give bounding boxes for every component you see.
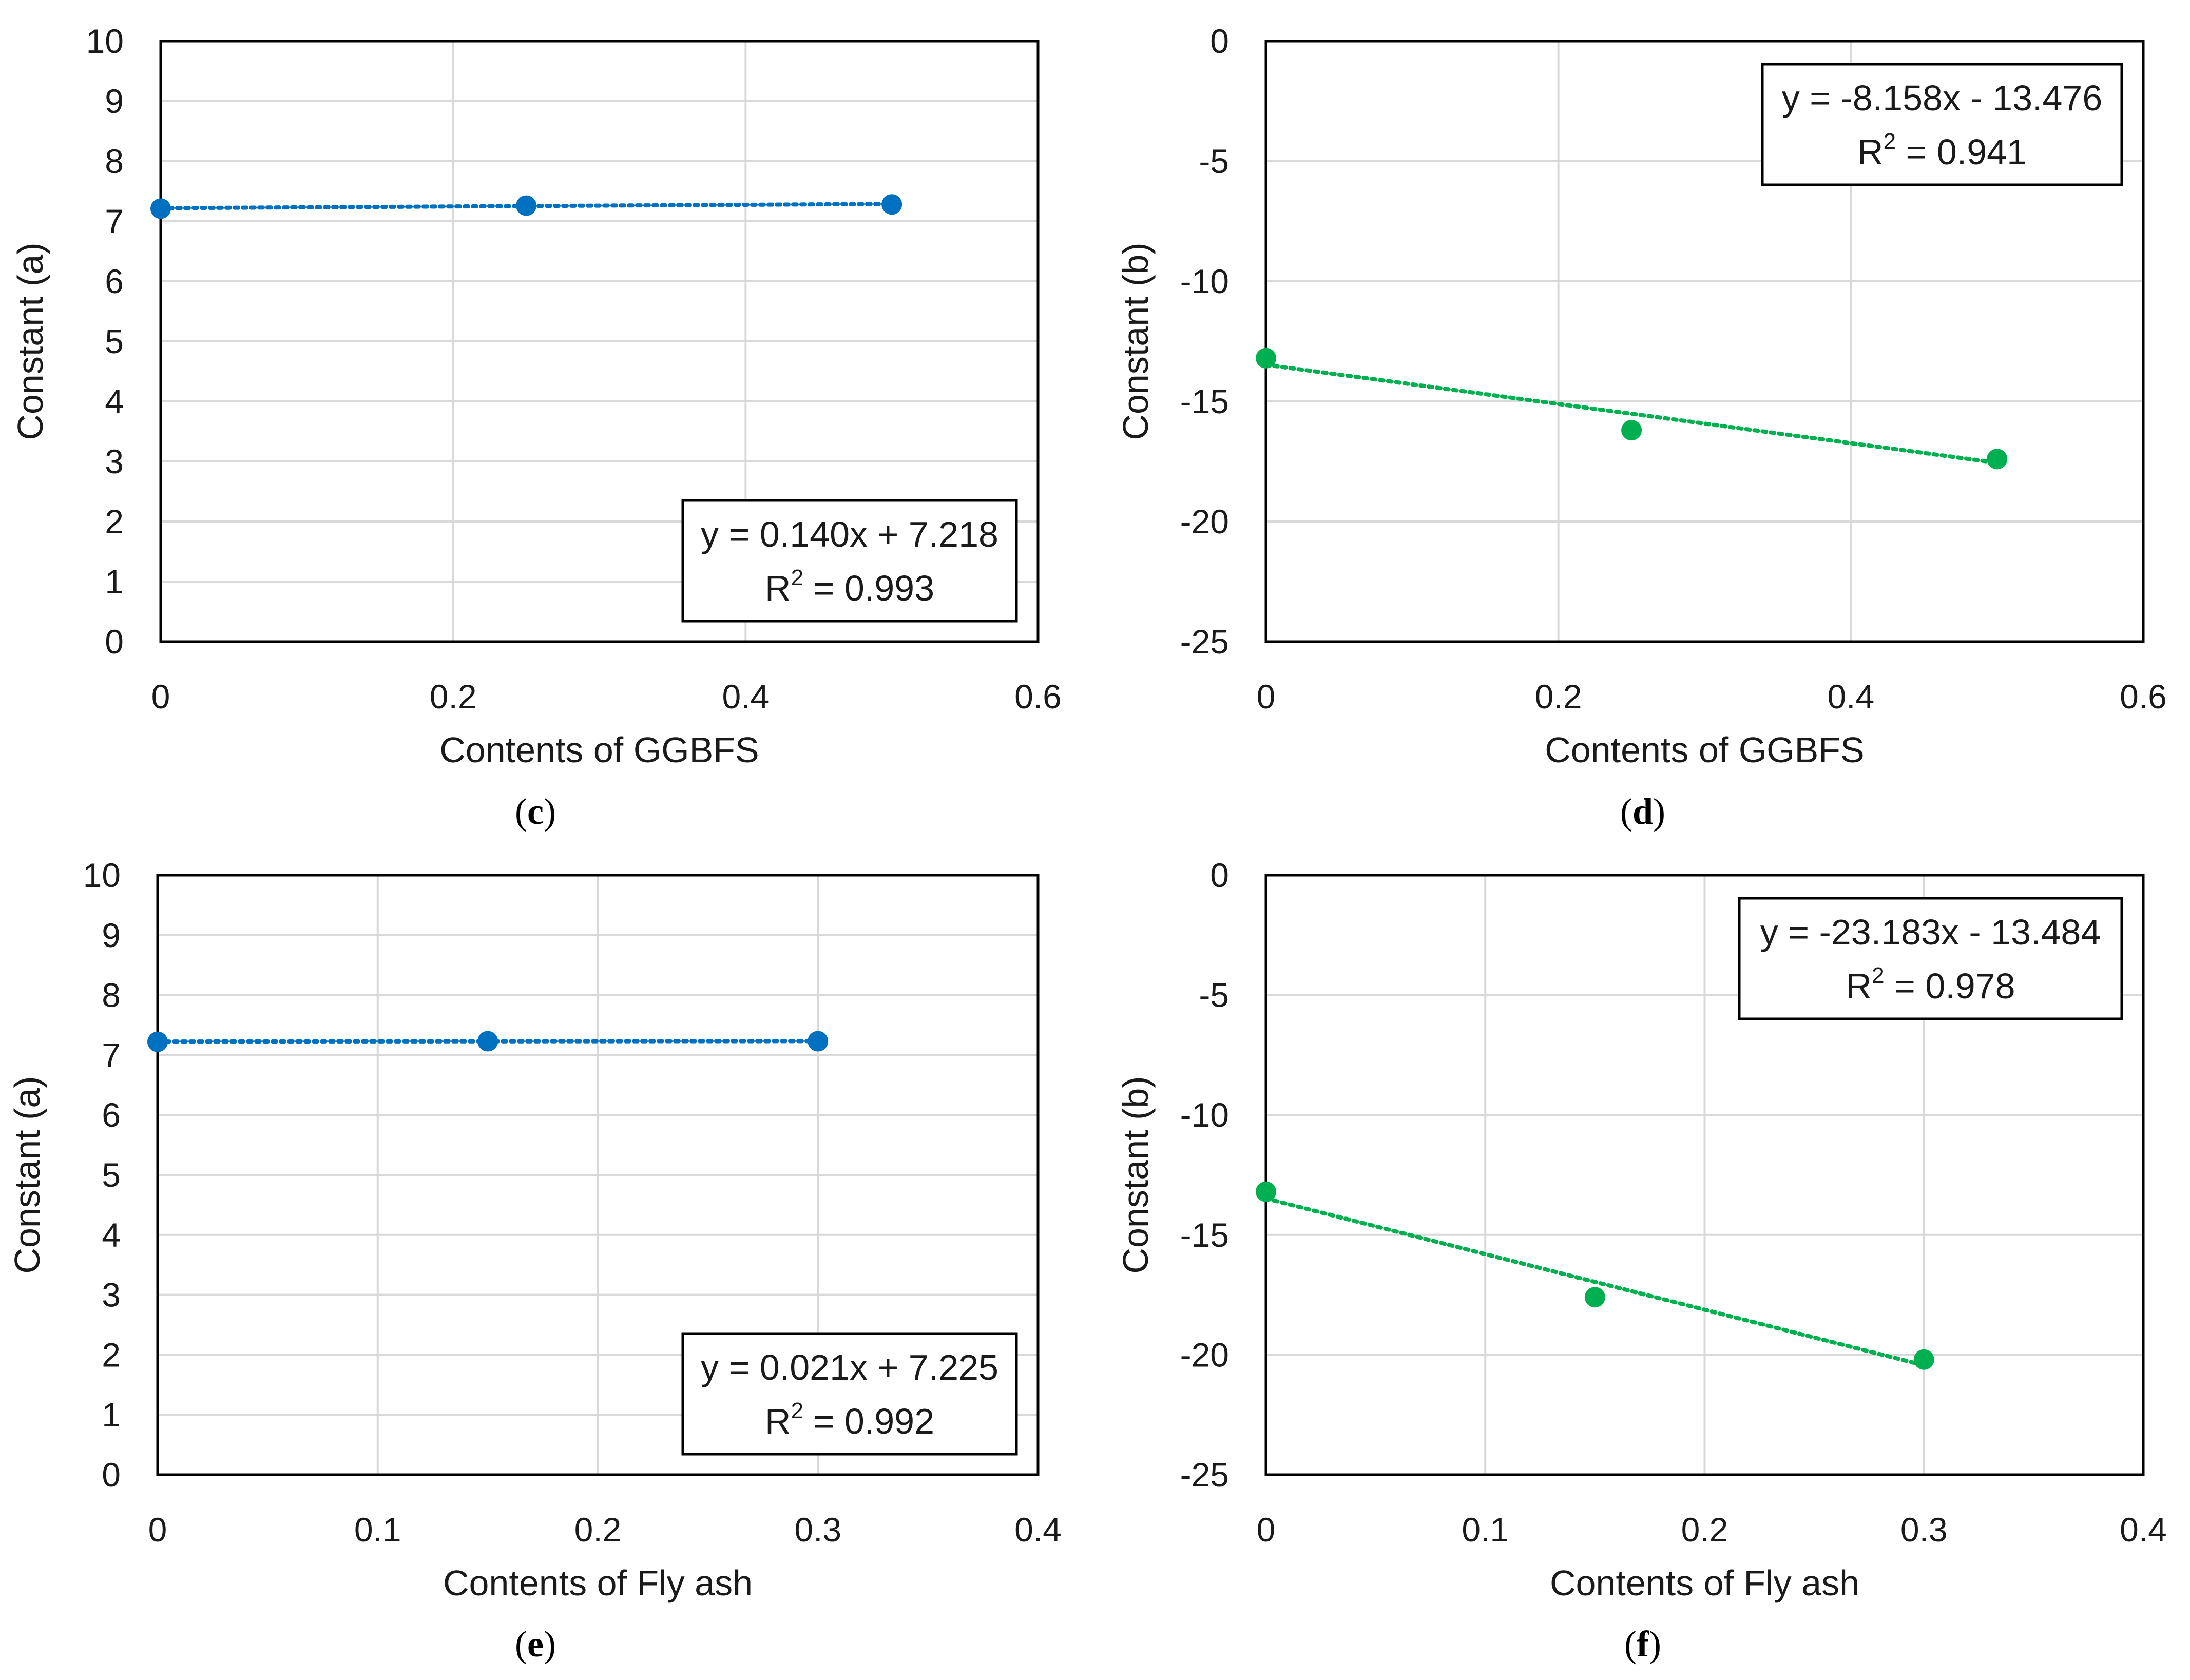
equation-box	[1761, 63, 2123, 186]
plot-area-frame	[159, 40, 1040, 643]
x-tick-label: 0.6	[2120, 678, 2167, 716]
y-tick-label: -20	[1180, 1336, 1229, 1374]
panel-caption: (e)	[515, 1624, 556, 1665]
x-axis-title: Contents of Fly ash	[443, 1563, 753, 1603]
y-tick-label: 2	[102, 1336, 121, 1374]
data-point	[147, 1031, 168, 1052]
chart-panel-f: -25 -20 -15 -10 -5 0 0 0.1 0.2 0.3 0.4 Contents of …	[1116, 856, 2167, 1665]
y-tick-label: -25	[1180, 1456, 1229, 1494]
x-tick-label: 0.3	[794, 1511, 841, 1549]
chart-panel-c: 0 1 2 3 4 5 6 7 8 9 10 0 0.2 0.4 0.6 Contents of GGBFS C…	[10, 22, 1062, 832]
data-point	[1584, 1287, 1605, 1308]
r-squared-label: R2 = 0.941	[1857, 129, 2027, 172]
y-tick-label: 0	[1210, 22, 1229, 60]
y-tick-label: 10	[86, 22, 124, 60]
y-tick-label: 6	[102, 1096, 121, 1134]
x-tick-label: 0	[1257, 678, 1276, 716]
trendline	[1264, 1196, 1926, 1367]
y-tick-label: 0	[105, 623, 124, 661]
y-tick-label: 10	[83, 856, 121, 894]
y-tick-label: 5	[102, 1156, 121, 1194]
y-axis-title: Constant (a)	[7, 1076, 47, 1273]
data-point	[808, 1031, 829, 1052]
x-tick-label: 0.6	[1014, 678, 1062, 716]
x-tick-label: 0.1	[1462, 1511, 1509, 1549]
x-tick-label: 0.2	[1535, 678, 1582, 716]
data-point	[1621, 420, 1642, 441]
panel-caption: (f)	[1624, 1624, 1661, 1665]
y-tick-label: 0	[1210, 856, 1229, 894]
y-tick-label: -15	[1180, 1216, 1229, 1254]
equation-box	[681, 1332, 1018, 1456]
panel-caption: (c)	[515, 791, 556, 832]
plot-area-frame	[156, 874, 1040, 1476]
x-tick-label: 0.1	[354, 1511, 401, 1549]
y-tick-label: 2	[105, 503, 124, 540]
y-tick-label: 6	[105, 262, 124, 300]
y-axis-title: Constant (b)	[1116, 242, 1156, 440]
y-axis-title: Constant (b)	[1116, 1076, 1156, 1273]
y-tick-label: 5	[105, 322, 124, 360]
trendline-equation: y = -8.158x - 13.476	[1782, 78, 2103, 118]
y-tick-label: 8	[102, 976, 121, 1014]
x-tick-label: 0.4	[722, 678, 769, 716]
equation-box	[681, 499, 1018, 623]
x-axis-title: Contents of GGBFS	[439, 730, 759, 770]
y-tick-label: 3	[105, 442, 124, 480]
r-squared-label: R2 = 0.978	[1846, 963, 2015, 1006]
y-tick-label: -5	[1199, 142, 1229, 180]
x-tick-label: 0.3	[1900, 1511, 1948, 1549]
r-squared-label: R2 = 0.992	[765, 1398, 934, 1441]
x-tick-label: 0.4	[1014, 1511, 1062, 1549]
y-tick-label: 8	[105, 142, 124, 180]
x-axis-title: Contents of GGBFS	[1545, 730, 1864, 770]
trendline-equation: y = -23.183x - 13.484	[1760, 912, 2101, 952]
x-tick-label: 0	[151, 678, 170, 716]
y-tick-label: -10	[1180, 262, 1229, 300]
y-tick-label: 4	[105, 382, 124, 420]
y-tick-label: -15	[1180, 382, 1229, 420]
y-tick-label: 7	[102, 1036, 121, 1074]
y-tick-label: 0	[102, 1456, 121, 1494]
y-tick-label: -10	[1180, 1096, 1229, 1134]
y-tick-label: 3	[102, 1276, 121, 1314]
x-tick-label: 0	[148, 1511, 167, 1549]
x-axis-title: Contents of Fly ash	[1550, 1563, 1859, 1603]
x-tick-label: 0.2	[430, 678, 477, 716]
x-tick-label: 0	[1257, 1511, 1276, 1549]
data-point	[150, 198, 171, 219]
y-tick-label: 9	[105, 82, 124, 120]
trendline-equation: y = 0.021x + 7.225	[701, 1347, 998, 1387]
x-tick-label: 0.2	[1681, 1511, 1728, 1549]
plot-area-frame	[1264, 874, 2145, 1476]
data-point	[1256, 1181, 1276, 1202]
r-squared-label: R2 = 0.993	[765, 565, 934, 608]
data-point	[1256, 347, 1276, 369]
x-tick-label: 0.4	[2120, 1511, 2167, 1549]
chart-panel-d: -25 -20 -15 -10 -5 0 0 0.2 0.4 0.6 Contents of GGB…	[1116, 22, 2167, 832]
data-point	[516, 195, 537, 216]
x-tick-label: 0.2	[574, 1511, 622, 1549]
y-tick-label: 4	[102, 1216, 121, 1254]
y-tick-label: -20	[1180, 503, 1229, 540]
panel-caption: (d)	[1620, 791, 1665, 832]
y-tick-label: 7	[105, 202, 124, 240]
trendline	[1264, 362, 2000, 465]
equation-box	[1738, 897, 2123, 1020]
y-axis-title: Constant (a)	[10, 242, 50, 440]
y-tick-label: 9	[102, 916, 121, 954]
y-tick-label: -5	[1199, 976, 1229, 1014]
y-tick-label: -25	[1180, 623, 1229, 661]
y-tick-label: 1	[105, 563, 124, 601]
data-point	[1913, 1349, 1934, 1370]
x-tick-label: 0.4	[1827, 678, 1874, 716]
data-point	[477, 1031, 498, 1052]
chart-panel-e: 0 1 2 3 4 5 6 7 8 9 10 0 0.1 0.2 0.3 0.4 Contents of Fly…	[7, 856, 1062, 1665]
plot-area-frame	[1264, 40, 2145, 643]
y-tick-label: 1	[102, 1396, 121, 1434]
data-point	[1987, 449, 2008, 470]
data-point	[881, 194, 902, 215]
trendline-equation: y = 0.140x + 7.218	[701, 514, 998, 554]
